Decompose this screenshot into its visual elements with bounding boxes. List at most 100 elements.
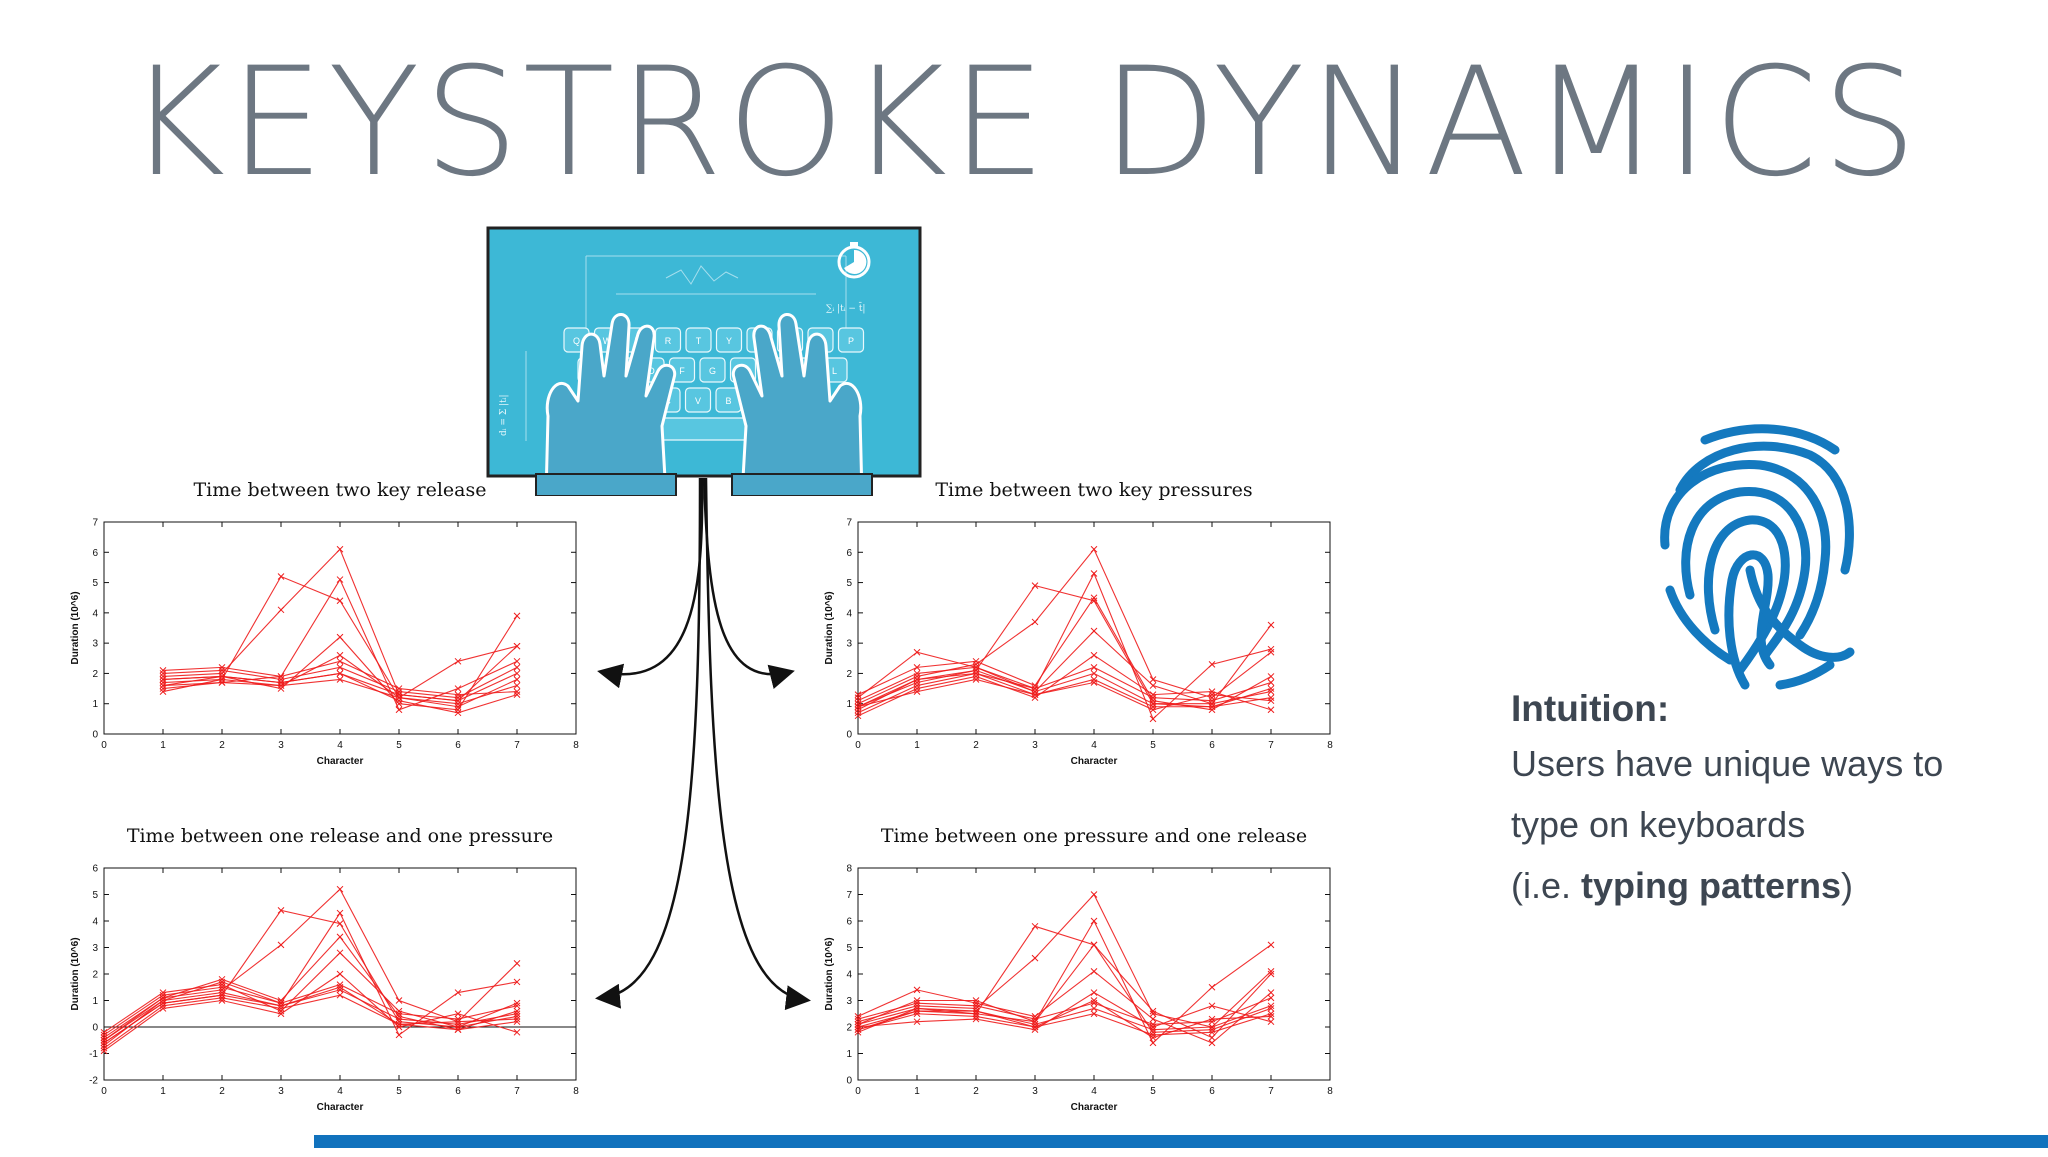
x-tick-label: 5: [396, 740, 402, 751]
intuition-line-3-prefix: (i.e.: [1511, 865, 1582, 906]
data-point-mark: [218, 679, 226, 686]
data-point-mark: [277, 676, 285, 683]
data-point: [1090, 967, 1098, 975]
data-point: [218, 667, 226, 674]
data-point-mark: [854, 691, 862, 698]
data-point: [513, 1007, 521, 1015]
series-line: [857, 943, 1272, 1039]
data-point-mark: [513, 642, 521, 650]
data-point-mark: [454, 1010, 462, 1018]
data-point: [972, 1005, 980, 1012]
data-point: [1090, 570, 1098, 577]
key-label: P: [848, 336, 854, 346]
data-point-mark: [854, 1018, 862, 1026]
data-point-mark: [336, 670, 344, 677]
data-point-mark: [913, 676, 921, 683]
data-point: [454, 1026, 462, 1034]
data-point-mark: [218, 997, 226, 1004]
data-point-mark: [336, 920, 344, 928]
data-point: [513, 978, 521, 986]
data-point-mark: [454, 691, 462, 698]
chart-title: Time between two key pressures: [935, 479, 1252, 501]
data-point-mark: [454, 657, 462, 665]
y-tick-label: 4: [846, 608, 852, 619]
y-tick-label: 1: [846, 699, 852, 710]
data-point: [1031, 1026, 1039, 1034]
key-label: G: [709, 366, 716, 376]
data-point-mark: [1267, 697, 1275, 705]
y-tick-label: 3: [846, 639, 852, 650]
data-point: [1208, 983, 1216, 991]
data-point-mark: [513, 664, 521, 671]
data-point-mark: [513, 676, 521, 683]
data-point: [1208, 1023, 1216, 1031]
data-point-mark: [100, 1028, 108, 1036]
data-point: [1149, 1034, 1157, 1041]
data-point-mark: [913, 670, 921, 677]
x-tick-label: 2: [219, 740, 225, 751]
data-point: [913, 648, 921, 656]
data-point-mark: [1208, 703, 1216, 711]
y-tick-label: 8: [846, 864, 852, 875]
data-point-mark: [1090, 627, 1098, 635]
data-point-mark: [854, 709, 862, 717]
data-point: [913, 673, 921, 680]
data-point: [336, 576, 344, 583]
series-line: [857, 572, 1272, 720]
data-point-mark: [336, 885, 344, 893]
intuition-line-3: (i.e. typing patterns): [1511, 855, 2011, 916]
chart-press-release: Time between one pressure and one releas…: [820, 816, 1350, 1126]
y-axis-label: Duration (10^6): [70, 591, 81, 664]
data-point-mark: [159, 673, 167, 680]
data-point-mark: [100, 1039, 108, 1047]
data-point-mark: [1149, 1007, 1157, 1015]
data-point-mark: [972, 657, 980, 665]
chart-title: Time between one release and one pressur…: [127, 825, 553, 847]
data-point-mark: [913, 688, 921, 695]
data-point-mark: [1208, 1039, 1216, 1047]
data-point-mark: [1090, 597, 1098, 605]
data-point: [913, 1018, 921, 1026]
data-point-mark: [1149, 697, 1157, 705]
intuition-heading: Intuition:: [1511, 688, 1670, 729]
data-point-mark: [218, 989, 226, 996]
data-point: [1031, 691, 1039, 698]
data-point-mark: [1149, 1028, 1157, 1036]
y-tick-label: 5: [92, 578, 98, 589]
data-point-mark: [277, 685, 285, 692]
data-point-mark: [336, 983, 344, 991]
x-tick-label: 3: [278, 740, 284, 751]
x-tick-label: 4: [337, 740, 343, 751]
data-point-mark: [159, 997, 167, 1004]
x-tick-label: 6: [455, 1086, 461, 1097]
data-point-mark: [913, 648, 921, 656]
data-point-mark: [1208, 983, 1216, 991]
data-point-mark: [277, 1002, 285, 1010]
data-point: [513, 1028, 521, 1036]
data-point: [854, 691, 862, 698]
data-point: [159, 676, 167, 683]
data-point-mark: [1267, 1005, 1275, 1012]
data-point: [336, 676, 344, 683]
data-point-mark: [1031, 1026, 1039, 1034]
data-point-mark: [913, 1018, 921, 1026]
data-point-mark: [913, 1002, 921, 1010]
data-point: [1031, 582, 1039, 589]
data-point-mark: [513, 1013, 521, 1020]
data-point-mark: [854, 697, 862, 705]
y-tick-label: 0: [846, 1076, 852, 1087]
y-tick-label: -1: [89, 1049, 98, 1060]
x-tick-label: 4: [337, 1086, 343, 1097]
key-label: W: [603, 336, 612, 346]
key-label: D: [648, 366, 655, 376]
data-point-mark: [277, 679, 285, 686]
data-point: [513, 664, 521, 671]
data-point-mark: [1208, 1018, 1216, 1026]
data-point-mark: [159, 670, 167, 677]
data-point-mark: [513, 682, 521, 689]
key-r: [654, 327, 682, 353]
data-point-mark: [913, 1007, 921, 1015]
data-point: [913, 664, 921, 671]
data-point: [1031, 1023, 1039, 1031]
x-tick-label: 2: [973, 740, 979, 751]
